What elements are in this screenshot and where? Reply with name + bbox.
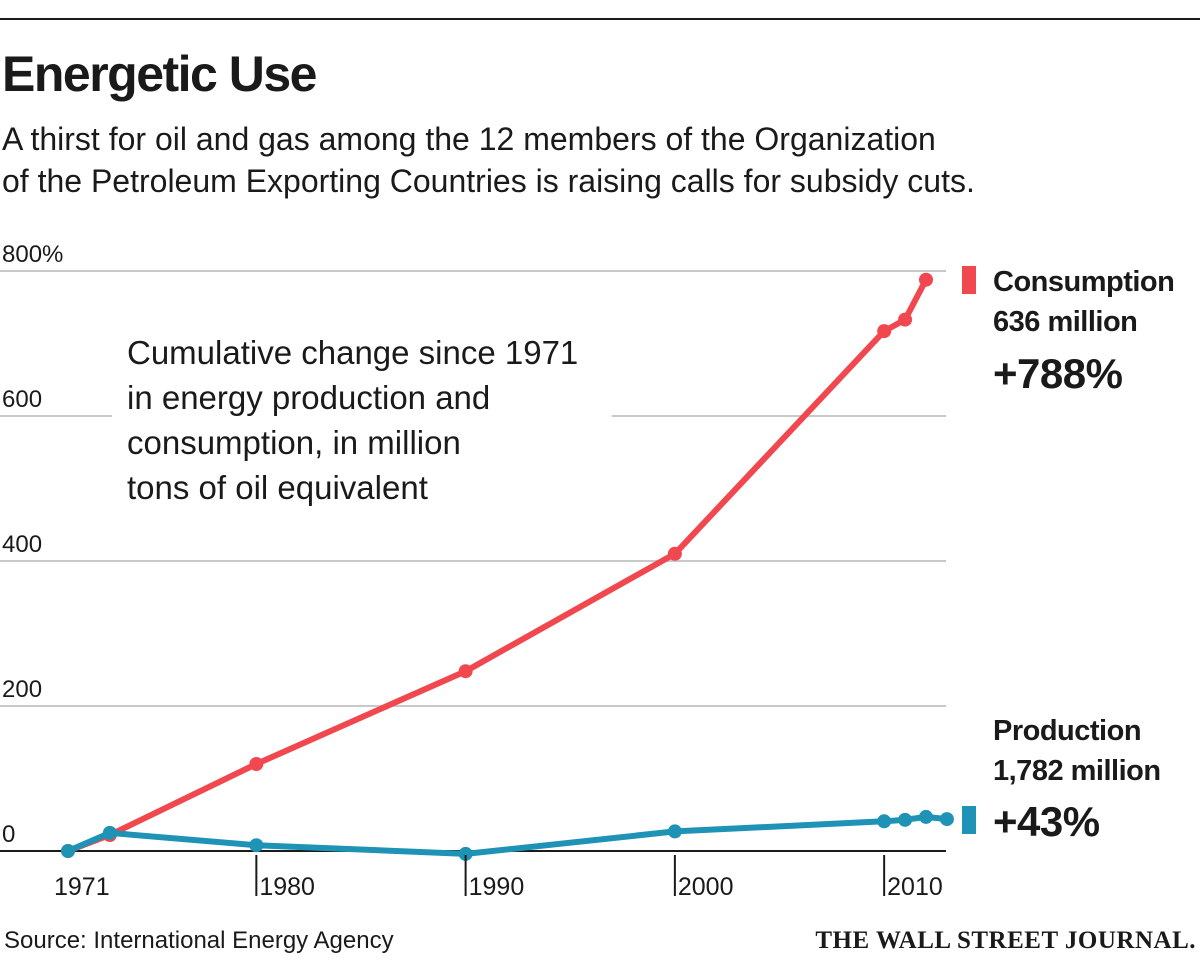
- production-point-2013: [939, 812, 954, 827]
- consumption-label-amount: 636 million: [993, 306, 1137, 338]
- production-label-amount: 1,782 million: [993, 755, 1161, 787]
- y-tick-label-600: 600: [2, 386, 42, 413]
- production-point-1980: [249, 838, 264, 853]
- x-tick-label-1990: 1990: [469, 873, 525, 901]
- chart-title: Energetic Use: [2, 46, 317, 102]
- production-point-2000: [667, 824, 682, 839]
- chart-subtitle: A thirst for oil and gas among the 12 me…: [2, 118, 1192, 202]
- source-note: Source: International Energy Agency: [4, 927, 394, 954]
- consumption-point-2010: [877, 324, 892, 339]
- consumption-point-2012: [919, 272, 933, 287]
- top-rule: [0, 18, 1200, 20]
- consumption-point-2000: [667, 546, 682, 561]
- gridlines: 800% 600 400 200 0: [0, 241, 946, 852]
- production-legend-swatch: [962, 806, 976, 834]
- consumption-point-1980: [249, 757, 264, 771]
- production-label-name: Production: [993, 715, 1141, 747]
- x-tick-label-2010: 2010: [887, 873, 943, 901]
- production-point-2010: [877, 814, 892, 829]
- production-point-1973: [102, 825, 117, 840]
- y-tick-label-0: 0: [2, 821, 15, 848]
- production-point-1971: [61, 844, 75, 858]
- consumption-label-name: Consumption: [993, 266, 1174, 298]
- series-layer: [61, 272, 954, 861]
- y-tick-label-200: 200: [2, 676, 42, 703]
- subtitle-line-1: A thirst for oil and gas among the 12 me…: [2, 121, 936, 157]
- x-axis: 1971 1980 1990 2000 2010: [54, 855, 943, 901]
- series-labels: Consumption 636 million +788% Production 1,7…: [962, 266, 1175, 845]
- production-point-2012: [919, 809, 933, 824]
- production-point-2011: [898, 812, 913, 827]
- annotation-line-4: tons of oil equivalent: [127, 469, 428, 506]
- consumption-point-1990: [458, 664, 473, 679]
- consumption-label-change: +788%: [993, 350, 1123, 397]
- x-tick-label-2000: 2000: [678, 873, 734, 901]
- annotation-line-1: Cumulative change since 1971: [127, 334, 578, 371]
- consumption-legend-swatch: [962, 266, 976, 294]
- subtitle-line-2: of the Petroleum Exporting Countries is …: [2, 163, 975, 199]
- consumption-point-2011: [898, 312, 913, 327]
- annotation-line-2: in energy production and: [127, 379, 490, 416]
- chart-annotation: Cumulative change since 1971 in energy pr…: [112, 333, 612, 513]
- y-tick-label-400: 400: [2, 531, 42, 558]
- x-tick-label-1980: 1980: [259, 873, 315, 901]
- y-tick-label-800: 800%: [2, 241, 63, 268]
- publisher-logo: THE WALL STREET JOURNAL.: [815, 927, 1196, 954]
- annotation-backdrop: [112, 333, 612, 513]
- annotation-line-3: consumption, in million: [127, 424, 461, 461]
- x-tick-label-1971: 1971: [54, 873, 110, 901]
- production-label-change: +43%: [993, 798, 1100, 845]
- production-point-1990: [458, 846, 473, 861]
- production-line: [65, 813, 950, 857]
